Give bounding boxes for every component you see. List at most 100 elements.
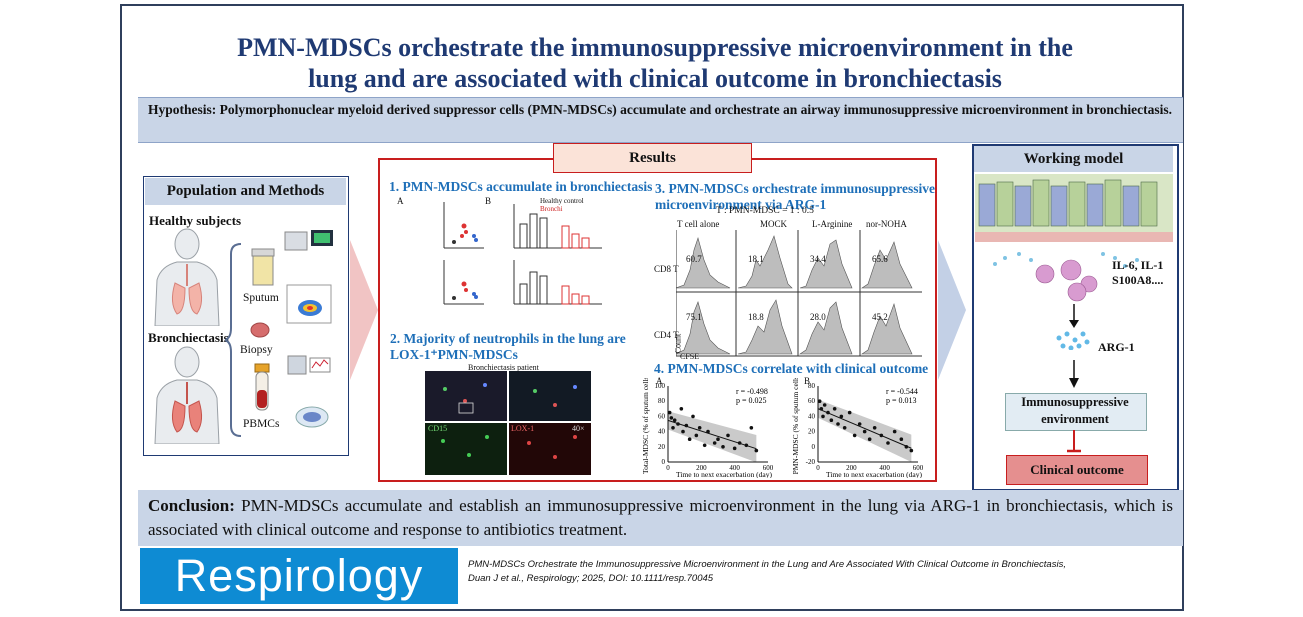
sample-bracket bbox=[225, 243, 242, 437]
data-point bbox=[679, 407, 684, 411]
x-axis-label: Time to next exacerbation (day) bbox=[826, 470, 922, 478]
bronchiectasis-label: Bronchiectasis bbox=[148, 330, 229, 345]
panel-b-label-2: B bbox=[804, 376, 811, 386]
data-point bbox=[829, 418, 834, 422]
cd8-val-3: 34.4 bbox=[810, 254, 826, 264]
col-t-cell-alone: T cell alone bbox=[677, 219, 720, 229]
data-point bbox=[737, 441, 742, 445]
hypothesis-banner: Hypothesis: Polymorphonuclear myeloid de… bbox=[138, 97, 1183, 143]
data-point bbox=[832, 407, 837, 411]
y-tick-label: 20 bbox=[808, 428, 816, 436]
x-tick-label: 0 bbox=[816, 464, 820, 472]
data-point bbox=[712, 441, 717, 445]
working-model-heading: Working model bbox=[974, 146, 1173, 172]
result-2-line-2: LOX-1⁺PMN-MDSCs bbox=[390, 347, 518, 362]
citation: PMN-MDSCs Orchestrate the Immunosuppress… bbox=[468, 558, 1168, 586]
data-point bbox=[821, 414, 825, 419]
result-1-title: 1. PMN-MDSCs accumulate in bronchiectasi… bbox=[389, 179, 653, 194]
immunosuppressive-environment-box bbox=[1005, 393, 1147, 431]
data-point bbox=[691, 414, 695, 419]
data-point bbox=[839, 414, 844, 419]
data-point bbox=[826, 410, 830, 415]
row-cd8: CD8 T bbox=[654, 264, 679, 274]
conclusion-banner: Conclusion: PMN-MDSCs accumulate and est… bbox=[138, 490, 1183, 546]
data-point bbox=[904, 445, 909, 449]
data-point bbox=[909, 448, 914, 453]
y-tick-label: 0 bbox=[662, 458, 666, 466]
ratio-label: T : PMN-MDSC = 1 : 0.5 bbox=[716, 206, 814, 216]
result-3-title: 3. PMN-MDSCs orchestrate immunosuppressi… bbox=[655, 181, 935, 213]
data-point bbox=[867, 437, 872, 441]
if-cd15-label: CD15 bbox=[428, 424, 448, 433]
scatter-chart-a: 0 200 400 600 0 20 40 60 80 100 Time to next exace… bbox=[641, 378, 774, 478]
population-methods-heading: Population and Methods bbox=[145, 178, 346, 205]
data-point bbox=[684, 423, 689, 428]
arg1-label: ARG-1 bbox=[1098, 340, 1135, 354]
cytokines-line-1: IL-6, IL-1 bbox=[1112, 258, 1164, 272]
data-point bbox=[879, 433, 884, 438]
data-point bbox=[862, 429, 867, 434]
result-2-line-1: 2. Majority of neutrophils in the lung a… bbox=[390, 331, 626, 346]
col-nor-noha: nor-NOHA bbox=[866, 219, 907, 229]
correlation-r: r = -0.498 bbox=[736, 387, 768, 396]
legend-healthy: Healthy control bbox=[540, 197, 584, 205]
biopsy-label: Biopsy bbox=[240, 344, 273, 356]
flow-histograms bbox=[676, 230, 922, 357]
data-point bbox=[892, 429, 897, 434]
correlation-p: p = 0.025 bbox=[736, 396, 767, 405]
data-point bbox=[681, 429, 685, 434]
x-tick-label: 600 bbox=[913, 464, 924, 472]
result-1-mini-charts bbox=[443, 202, 602, 305]
x-tick-label: 400 bbox=[879, 464, 890, 472]
result-3-line-1: 3. PMN-MDSCs orchestrate immunosuppressi… bbox=[655, 181, 935, 196]
count-axis-label: Count bbox=[673, 333, 683, 354]
if-image-panels bbox=[425, 371, 591, 475]
airway-epithelium-illustration bbox=[975, 174, 1173, 350]
healthy-subjects-label: Healthy subjects bbox=[149, 213, 242, 228]
data-point bbox=[817, 399, 822, 403]
data-point bbox=[819, 407, 824, 411]
immuno-line-2: environment bbox=[1041, 412, 1109, 426]
data-point bbox=[872, 426, 877, 430]
mini-dotplot-bottom bbox=[443, 260, 484, 305]
petri-dish-icon bbox=[295, 406, 329, 428]
y-tick-label: 60 bbox=[808, 397, 816, 405]
cfse-axis-label: CFSE bbox=[680, 352, 700, 361]
data-point bbox=[716, 437, 720, 441]
x-tick-label: 0 bbox=[666, 464, 670, 472]
data-point bbox=[676, 422, 680, 426]
regression-line bbox=[817, 408, 912, 449]
page-title: PMN-MDSCs orchestrate the immunosuppress… bbox=[140, 32, 1170, 94]
x-tick-label: 200 bbox=[696, 464, 707, 472]
correlation-p: p = 0.013 bbox=[886, 396, 917, 405]
x-tick-label: 400 bbox=[729, 464, 740, 472]
biopsy-icon bbox=[250, 322, 270, 338]
data-point bbox=[721, 445, 725, 449]
y-tick-label: 80 bbox=[658, 397, 666, 405]
blood-tube-icon bbox=[254, 363, 270, 411]
data-point bbox=[842, 426, 847, 430]
title-line-1: PMN-MDSCs orchestrate the immunosuppress… bbox=[237, 33, 1073, 62]
data-point bbox=[836, 422, 840, 426]
results-heading: Results bbox=[553, 143, 752, 173]
immuno-line-1: Immunosuppressive bbox=[1021, 395, 1129, 409]
mini-dotplot-top bbox=[443, 202, 484, 249]
conclusion-label: Conclusion: bbox=[148, 496, 235, 515]
col-l-arginine: L-Arginine bbox=[812, 219, 853, 229]
citation-line-2: Duan J et al., Respirology; 2025, DOI: 1… bbox=[468, 573, 714, 584]
y-tick-label: 100 bbox=[655, 382, 666, 390]
data-point bbox=[857, 422, 862, 426]
data-point bbox=[732, 446, 737, 451]
data-point bbox=[671, 426, 675, 430]
y-tick-label: 80 bbox=[808, 382, 816, 390]
flow-plot-icon bbox=[286, 284, 332, 324]
arrow-to-results-icon bbox=[350, 240, 378, 380]
cd4-val-3: 28.0 bbox=[810, 312, 826, 322]
data-point bbox=[667, 410, 672, 415]
data-point bbox=[822, 403, 827, 407]
immunosuppressive-environment-label: Immunosuppressive environment bbox=[1005, 393, 1145, 428]
sputum-jar-icon bbox=[251, 248, 275, 286]
data-point bbox=[754, 448, 759, 453]
x-tick-label: 600 bbox=[763, 464, 774, 472]
